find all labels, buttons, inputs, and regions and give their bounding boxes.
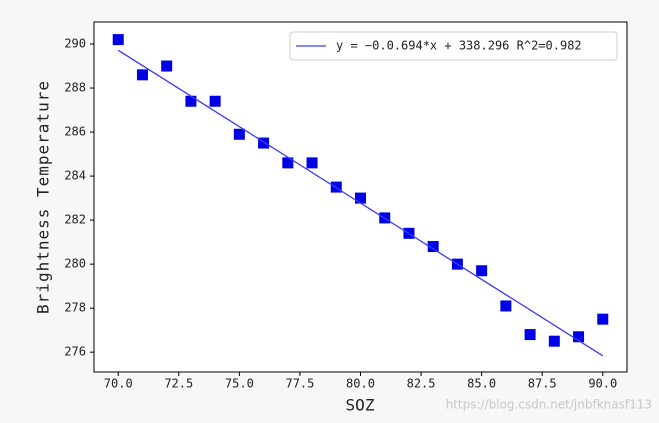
legend-label: y = −0.0.694*x + 338.296 R^2=0.982: [336, 39, 582, 53]
y-tick-label: 284: [64, 169, 86, 183]
y-tick-label: 276: [64, 345, 86, 359]
point: [185, 95, 197, 107]
x-tick-label: 82.5: [407, 377, 436, 391]
watermark: https://blog.csdn.net/jnbfknasf113: [446, 398, 652, 412]
point: [573, 331, 585, 343]
point: [282, 157, 294, 169]
y-axis-label: Brightness Temperature: [34, 80, 53, 314]
y-tick-label: 282: [64, 213, 86, 227]
x-tick-label: 70.0: [104, 377, 133, 391]
x-tick-label: 90.0: [588, 377, 617, 391]
point: [548, 335, 560, 347]
y-tick-label: 290: [64, 37, 86, 51]
point: [112, 34, 124, 46]
x-tick-label: 75.0: [225, 377, 254, 391]
legend-box: [289, 31, 618, 61]
point: [306, 157, 318, 169]
point: [258, 137, 270, 149]
point: [476, 265, 488, 277]
point: [136, 69, 148, 81]
point: [524, 329, 536, 341]
y-tick-label: 280: [64, 257, 86, 271]
x-axis-label: SOZ: [346, 396, 375, 415]
y-tick-label: 288: [64, 81, 86, 95]
y-tick-label: 278: [64, 301, 86, 315]
x-tick-label: 77.5: [285, 377, 314, 391]
x-tick-label: 85.0: [467, 377, 496, 391]
point: [233, 128, 245, 140]
point: [161, 60, 173, 72]
point: [355, 192, 366, 204]
point: [500, 300, 512, 312]
y-tick-label: 286: [64, 125, 86, 139]
x-tick-label: 87.5: [528, 377, 557, 391]
x-tick-label: 80.0: [346, 377, 375, 391]
point: [597, 313, 609, 325]
x-tick-label: 72.5: [164, 377, 193, 391]
point: [209, 95, 221, 107]
point: [427, 241, 439, 253]
fit-line: [117, 49, 604, 357]
